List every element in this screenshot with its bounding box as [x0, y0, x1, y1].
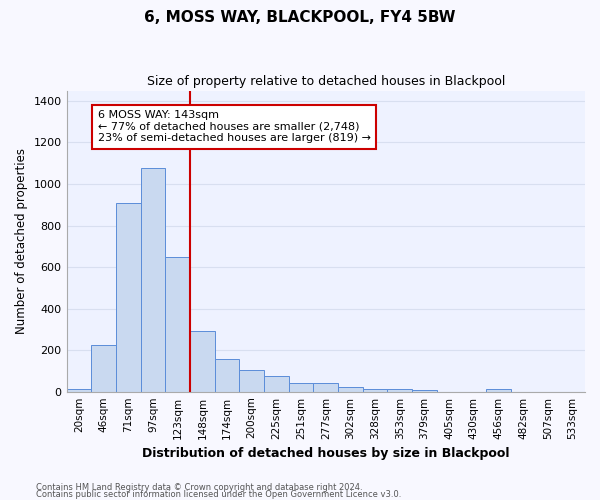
Bar: [412, 390, 437, 392]
Text: 6 MOSS WAY: 143sqm
← 77% of detached houses are smaller (2,748)
23% of semi-deta: 6 MOSS WAY: 143sqm ← 77% of detached hou…: [98, 110, 371, 144]
Text: Contains public sector information licensed under the Open Government Licence v3: Contains public sector information licen…: [36, 490, 401, 499]
Bar: [486, 389, 511, 392]
Bar: [190, 332, 215, 392]
Bar: [215, 359, 239, 392]
Bar: [313, 383, 338, 392]
Text: 6, MOSS WAY, BLACKPOOL, FY4 5BW: 6, MOSS WAY, BLACKPOOL, FY4 5BW: [144, 10, 456, 25]
Bar: [165, 256, 190, 392]
Bar: [91, 345, 116, 392]
Bar: [67, 388, 91, 392]
Text: Contains HM Land Registry data © Crown copyright and database right 2024.: Contains HM Land Registry data © Crown c…: [36, 484, 362, 492]
Y-axis label: Number of detached properties: Number of detached properties: [15, 148, 28, 334]
Bar: [239, 370, 264, 392]
Title: Size of property relative to detached houses in Blackpool: Size of property relative to detached ho…: [146, 75, 505, 88]
Bar: [363, 389, 388, 392]
Bar: [338, 387, 363, 392]
Bar: [264, 376, 289, 392]
Bar: [116, 202, 140, 392]
Bar: [388, 388, 412, 392]
Bar: [140, 168, 165, 392]
Bar: [289, 383, 313, 392]
X-axis label: Distribution of detached houses by size in Blackpool: Distribution of detached houses by size …: [142, 447, 509, 460]
